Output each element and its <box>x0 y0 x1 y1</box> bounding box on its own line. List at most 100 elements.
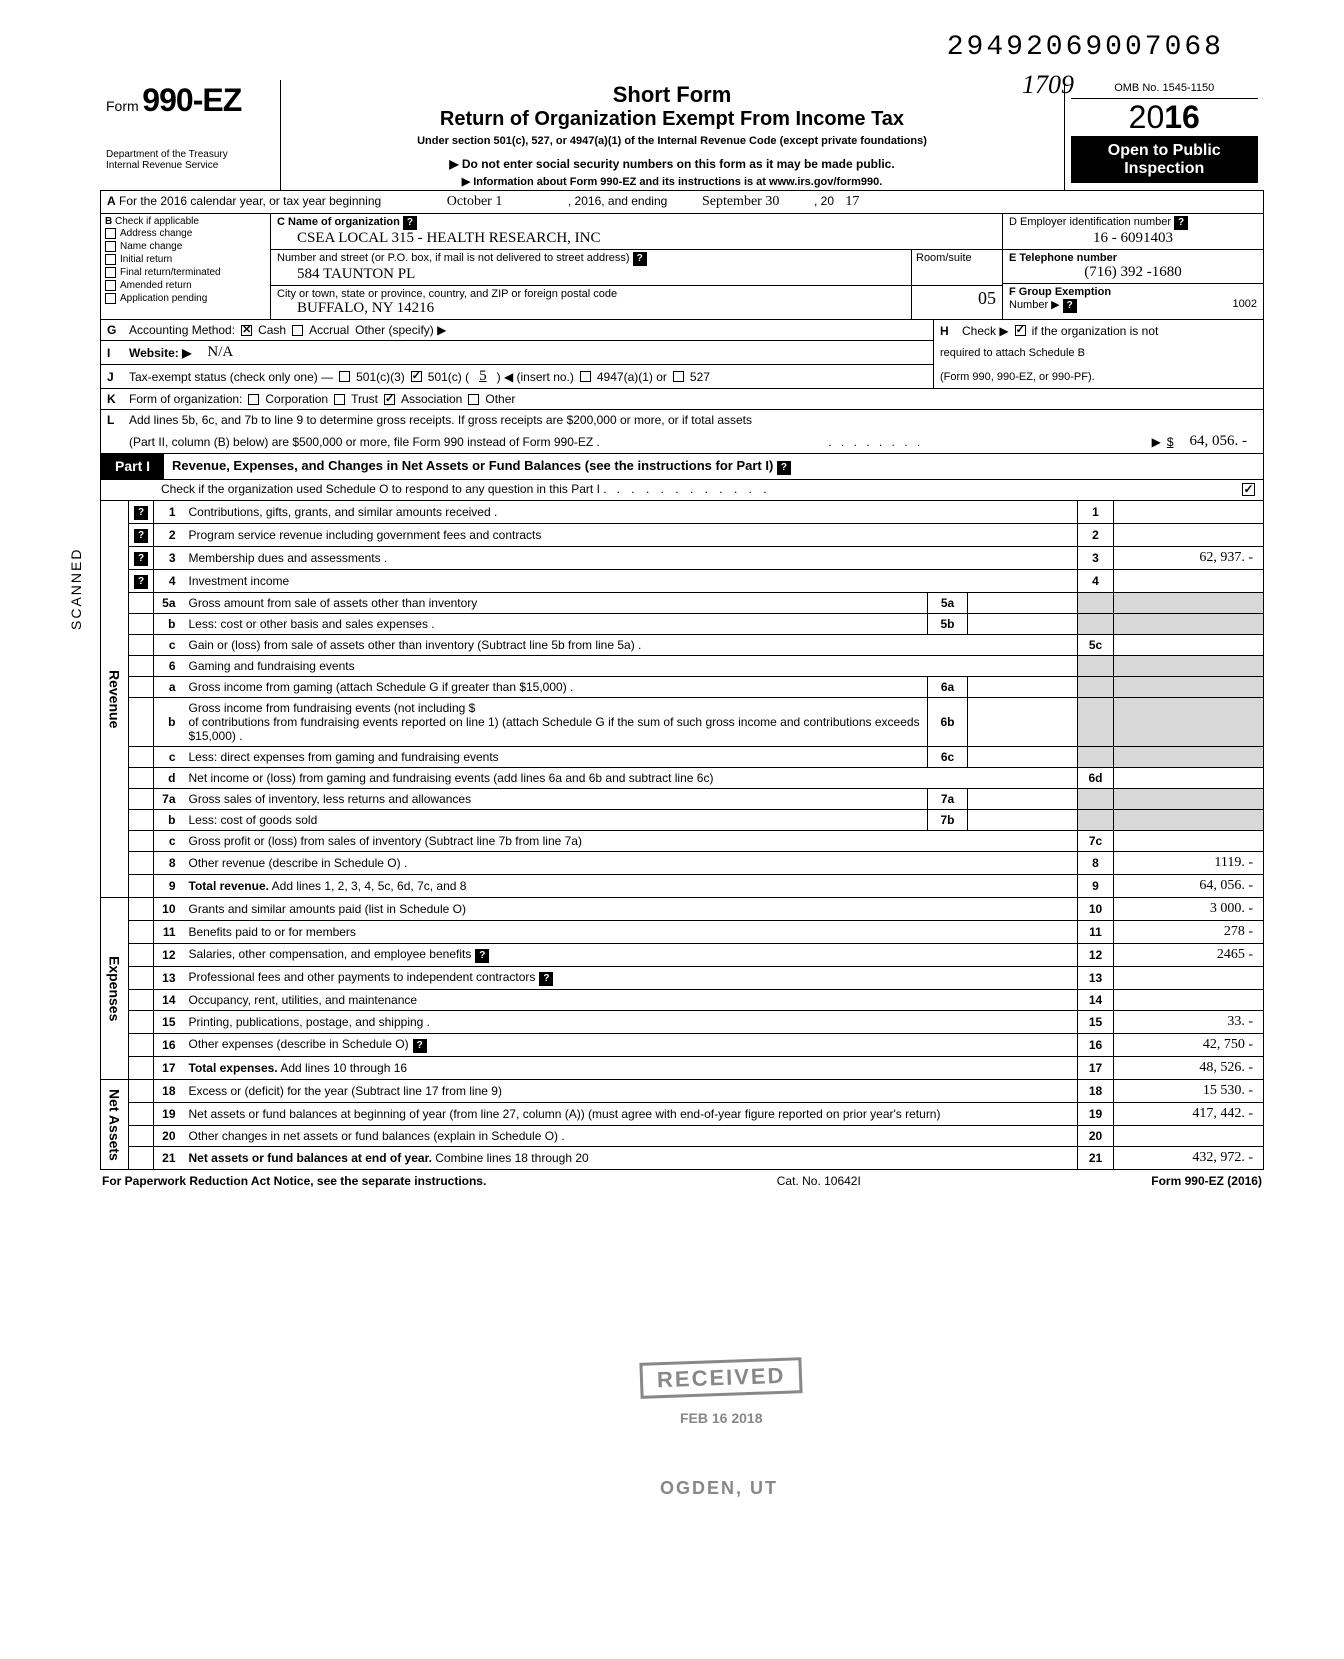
col-c: C Name of organization ? CSEA LOCAL 315 … <box>271 214 1003 319</box>
line-number: c <box>154 831 184 852</box>
line-value: 432, 972. - <box>1114 1147 1264 1170</box>
line-value: 64, 056. - <box>1114 875 1264 898</box>
line-value <box>1114 831 1264 852</box>
line-description: Less: cost of goods sold <box>184 810 928 831</box>
form-header: Form 990-EZ Department of the Treasury I… <box>100 80 1264 191</box>
help-icon: ? <box>539 972 553 986</box>
tax-year-end-month: September 30 <box>671 194 811 210</box>
scanned-sidelabel: SCANNED <box>68 548 84 630</box>
right-line-number: 21 <box>1078 1147 1114 1170</box>
right-line-number: 5c <box>1078 635 1114 656</box>
line-value: 48, 526. - <box>1114 1057 1264 1080</box>
cat-no: Cat. No. 10642I <box>777 1174 861 1188</box>
line-number: 3 <box>154 547 184 570</box>
table-row: 5aGross amount from sale of assets other… <box>101 593 1264 614</box>
page-footer: For Paperwork Reduction Act Notice, see … <box>100 1170 1264 1192</box>
line-number: 7a <box>154 789 184 810</box>
right-line-number: 2 <box>1078 524 1114 547</box>
table-row: cGross profit or (loss) from sales of in… <box>101 831 1264 852</box>
table-row: 6Gaming and fundraising events <box>101 656 1264 677</box>
line-description: Gross amount from sale of assets other t… <box>184 593 928 614</box>
chk-address-change[interactable] <box>105 228 116 239</box>
chk-name-change[interactable] <box>105 241 116 252</box>
chk-initial-return[interactable] <box>105 254 116 265</box>
chk-501c[interactable] <box>411 371 422 382</box>
tax-year: 2016 <box>1071 99 1259 136</box>
chk-final-return[interactable] <box>105 267 116 278</box>
ssn-warning: ▶ Do not enter social security numbers o… <box>287 157 1058 171</box>
line-number: 2 <box>154 524 184 547</box>
line-value: 278 - <box>1114 921 1264 944</box>
chk-schedule-o-used[interactable] <box>1242 483 1255 496</box>
line-value: 42, 750 - <box>1114 1034 1264 1057</box>
line-description: Occupancy, rent, utilities, and maintena… <box>184 990 1078 1011</box>
chk-accrual[interactable] <box>292 325 303 336</box>
chk-501c3[interactable] <box>339 371 350 382</box>
right-line-number: 1 <box>1078 501 1114 524</box>
group-exemption: 1002 <box>1233 298 1257 310</box>
return-org-title: Return of Organization Exempt From Incom… <box>287 108 1058 131</box>
table-row: cLess: direct expenses from gaming and f… <box>101 747 1264 768</box>
table-row: ?4Investment income4 <box>101 570 1264 593</box>
chk-application-pending[interactable] <box>105 293 116 304</box>
telephone: (716) 392 -1680 <box>1009 264 1257 281</box>
table-row: 16Other expenses (describe in Schedule O… <box>101 1034 1264 1057</box>
line-value <box>1114 1126 1264 1147</box>
lines-g-to-l: G Accounting Method: Cash Accrual Other … <box>100 320 1264 454</box>
help-icon: ? <box>413 1039 427 1053</box>
right-line-number: 15 <box>1078 1011 1114 1034</box>
line-value: 3 000. - <box>1114 898 1264 921</box>
side-revenue: Revenue <box>101 501 129 898</box>
line-number: 19 <box>154 1103 184 1126</box>
line-number: 4 <box>154 570 184 593</box>
right-line-number: 17 <box>1078 1057 1114 1080</box>
mid-line-number: 6b <box>928 698 968 747</box>
table-row: 7aGross sales of inventory, less returns… <box>101 789 1264 810</box>
chk-association[interactable] <box>384 394 395 405</box>
501c-insert-no: 5 <box>475 368 491 385</box>
line-description: Grants and similar amounts paid (list in… <box>184 898 1078 921</box>
chk-schedule-b-not-required[interactable] <box>1015 325 1026 336</box>
right-line-number: 7c <box>1078 831 1114 852</box>
line-description: Less: cost or other basis and sales expe… <box>184 614 928 635</box>
chk-other-org[interactable] <box>468 394 479 405</box>
right-line-number: 10 <box>1078 898 1114 921</box>
line-number: 8 <box>154 852 184 875</box>
line-number: 13 <box>154 967 184 990</box>
right-line-number: 11 <box>1078 921 1114 944</box>
line-value <box>1114 570 1264 593</box>
line-description: Total expenses. Add lines 10 through 16 <box>184 1057 1078 1080</box>
line-description: Investment income <box>184 570 1078 593</box>
line-description: Other expenses (describe in Schedule O)? <box>184 1034 1078 1057</box>
line-description: Gaming and fundraising events <box>184 656 1078 677</box>
chk-cash[interactable] <box>241 325 252 336</box>
line-description: Total revenue. Add lines 1, 2, 3, 4, 5c,… <box>184 875 1078 898</box>
room-suite-value: 05 <box>978 288 996 309</box>
col-def: D Employer identification number ? 16 - … <box>1003 214 1263 319</box>
line-description: Membership dues and assessments . <box>184 547 1078 570</box>
col-b: B Check if applicable Address change Nam… <box>101 214 271 319</box>
right-line-number: 4 <box>1078 570 1114 593</box>
website: N/A <box>197 344 243 361</box>
chk-trust[interactable] <box>334 394 345 405</box>
table-row: 13Professional fees and other payments t… <box>101 967 1264 990</box>
line-number: 12 <box>154 944 184 967</box>
right-line-number: 18 <box>1078 1080 1114 1103</box>
chk-amended-return[interactable] <box>105 280 116 291</box>
form-number: 990-EZ <box>142 82 241 118</box>
line-number: 14 <box>154 990 184 1011</box>
line-description: Less: direct expenses from gaming and fu… <box>184 747 928 768</box>
line-description: Gross profit or (loss) from sales of inv… <box>184 831 1078 852</box>
received-date-stamp: FEB 16 2018 <box>680 1410 763 1426</box>
line-value: 62, 937. - <box>1114 547 1264 570</box>
mid-line-value <box>968 747 1078 768</box>
line-value <box>1114 768 1264 789</box>
chk-527[interactable] <box>673 371 684 382</box>
org-name: CSEA LOCAL 315 - HEALTH RESEARCH, INC <box>277 230 996 247</box>
mid-line-number: 6c <box>928 747 968 768</box>
line-number: 5a <box>154 593 184 614</box>
mid-line-value <box>968 810 1078 831</box>
chk-corporation[interactable] <box>248 394 259 405</box>
received-stamp: RECEIVED <box>639 1357 803 1399</box>
chk-4947a1[interactable] <box>580 371 591 382</box>
